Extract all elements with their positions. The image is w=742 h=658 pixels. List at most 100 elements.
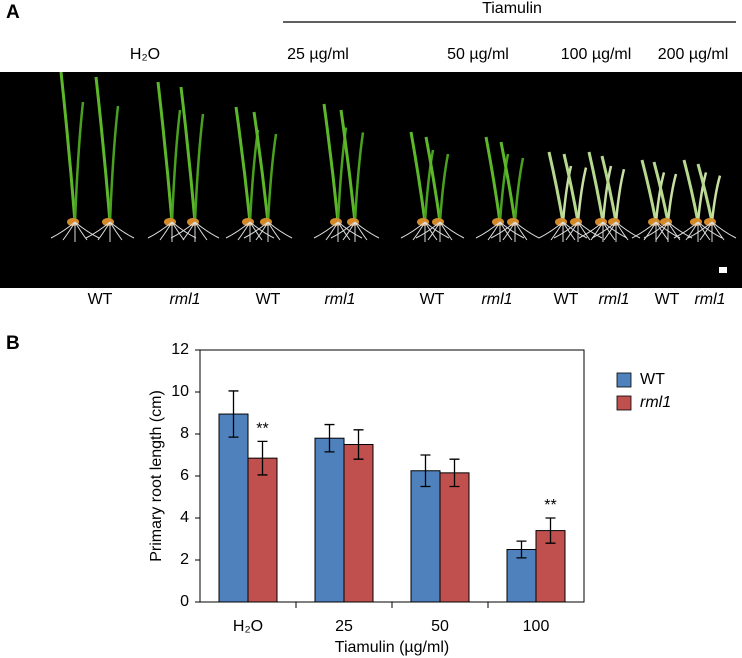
leaf [614,168,626,223]
leaf [353,132,365,223]
root [337,221,363,239]
root [427,221,441,241]
leaf [600,155,618,223]
legend-swatch [616,395,632,411]
bar [343,444,374,603]
error-bar [353,429,364,460]
leaf [170,109,182,223]
root [171,221,197,239]
leaf [266,133,278,223]
leaf [59,71,77,223]
root [475,221,501,239]
y-tick-label: 12 [171,341,189,358]
y-tick-label: 0 [180,593,189,610]
leaf [339,109,357,223]
root [424,221,438,241]
leaf [322,103,340,223]
leaf [193,113,205,223]
genotype-label: rml1 [694,291,725,308]
leaf [409,131,427,223]
leaf [666,173,678,223]
root [578,221,604,239]
leaf [108,105,120,223]
root [711,221,725,241]
x-axis-label: Tiamulin (µg/ml) [335,639,449,656]
leaf [252,111,270,223]
root [50,221,76,239]
legend-label: WT [640,371,665,388]
error-bar [228,390,239,438]
significance: ** [256,421,268,438]
panel-label: B [6,333,20,354]
genotype-label: rml1 [481,291,512,308]
root [631,221,657,239]
leaf [696,172,708,223]
root [412,221,426,241]
x-tick-label: 25 [335,618,353,635]
leaf [156,81,174,223]
genotype-label: WT [655,291,680,308]
leaf [652,161,670,223]
leaf [710,175,722,223]
condition-label: 200 µg/ml [658,46,729,63]
root [655,221,669,241]
leaf [73,101,85,223]
error-bar [516,540,527,559]
error-bar [420,454,431,488]
genotype-label: rml1 [169,291,200,308]
y-axis-label: Primary root length (cm) [148,390,165,562]
root [499,221,525,239]
root [424,221,450,239]
root [553,221,579,239]
bar [247,457,278,603]
leaf [561,165,573,223]
root [514,221,528,241]
root [171,221,185,241]
bar [314,437,345,603]
root [415,221,441,239]
root [354,221,368,241]
root [487,221,501,241]
significance: ** [544,497,556,514]
root [562,221,576,241]
root [439,221,465,239]
root [225,221,251,239]
panel-label: A [6,2,20,23]
leaf [654,172,666,223]
root [74,221,88,241]
y-tick-label: 2 [180,551,189,568]
condition-label: 100 µg/ml [561,46,632,63]
root [109,221,123,241]
genotype-label: WT [554,291,579,308]
leaf [438,153,450,223]
root [490,221,516,239]
root [685,221,699,241]
plants [50,71,737,242]
leaf [562,153,580,223]
error-bar [545,517,556,544]
root [182,221,196,241]
root [590,221,604,241]
root [147,221,173,239]
legend-swatch [616,372,632,388]
root [603,221,617,241]
group-label: Tiamulin [482,0,542,17]
root [499,221,513,241]
error-bar [257,440,268,476]
root [615,221,629,241]
root [62,221,76,241]
root [325,221,339,241]
genotype-label: rml1 [598,291,629,308]
scale-bar [719,267,727,273]
leaf [499,141,517,223]
leaf [179,86,197,223]
root [602,221,628,239]
genotype-label: WT [420,291,445,308]
y-tick-label: 4 [180,509,189,526]
leaf [601,165,613,223]
leaf [513,157,525,223]
genotype-label: rml1 [324,291,355,308]
genotype-label: WT [256,291,281,308]
condition-label: 25 µg/ml [287,46,349,63]
